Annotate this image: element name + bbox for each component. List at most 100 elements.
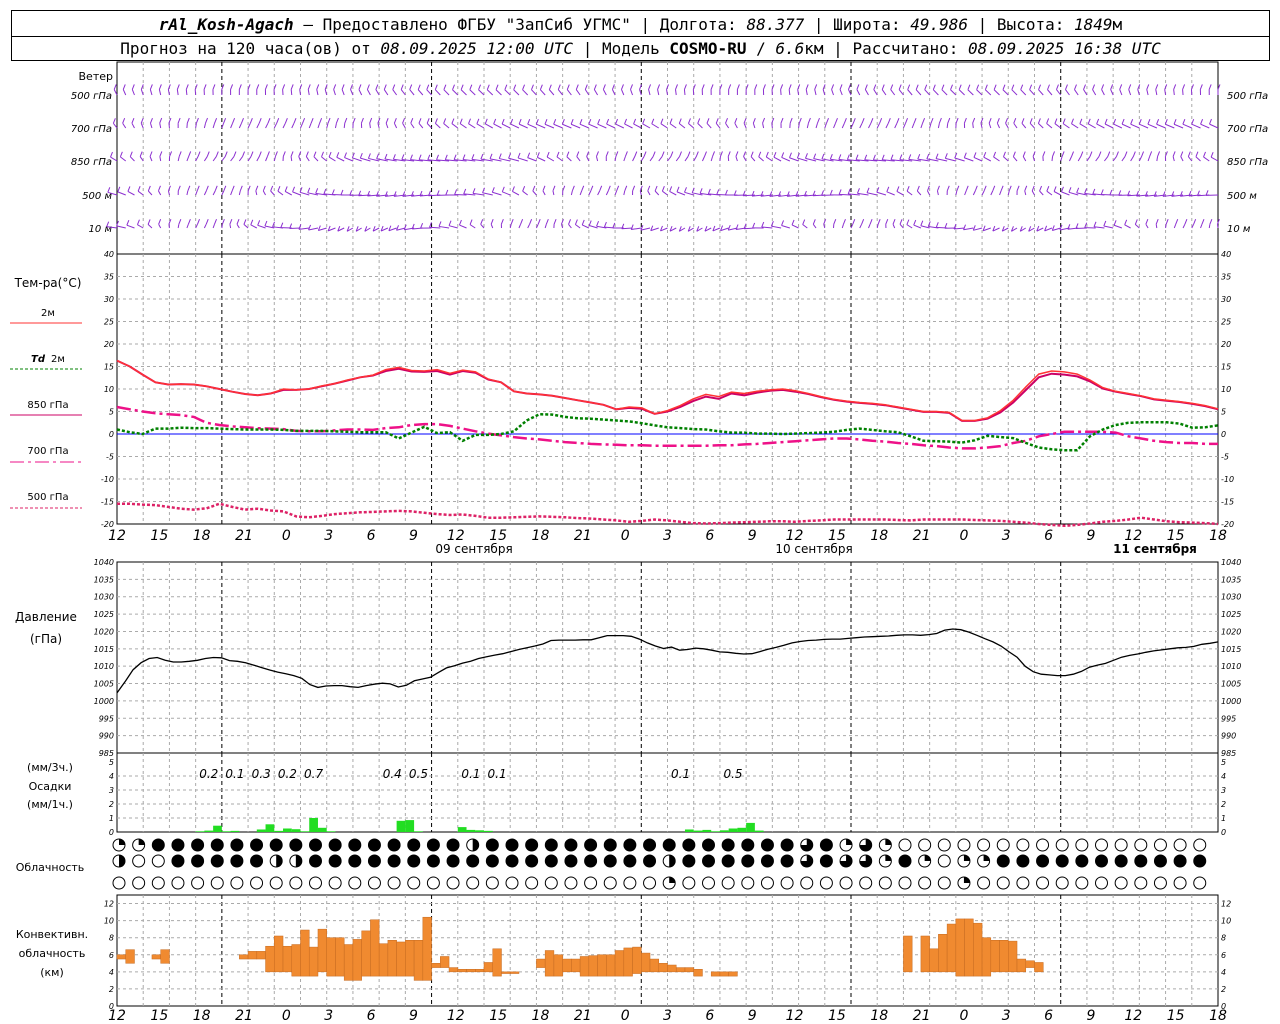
convective-bar <box>544 950 555 977</box>
wind-barb <box>1110 89 1114 96</box>
y-tick-label: 995 <box>1221 714 1236 723</box>
wind-barb-feather <box>158 84 162 90</box>
wind-barb <box>1195 156 1201 162</box>
convective-bar <box>1016 958 1027 973</box>
wind-barb-feather <box>734 118 738 124</box>
wind-barb <box>1121 156 1126 162</box>
wind-barb <box>1013 122 1018 129</box>
wind-barb-feather <box>1051 225 1055 231</box>
x-tick-label: 18 <box>870 528 888 544</box>
wind-barb <box>158 190 162 196</box>
wind-barb <box>660 227 668 232</box>
cloud-symbol <box>426 876 440 890</box>
wind-barb-feather <box>1016 185 1020 191</box>
wind-barb-feather <box>1173 84 1177 90</box>
wind-barb <box>544 123 555 129</box>
convective-bar <box>378 943 389 977</box>
wind-barb <box>230 156 235 162</box>
wind-barb <box>920 225 930 229</box>
y-tick-label: -20 <box>101 520 114 529</box>
wind-barb-feather <box>1124 219 1128 225</box>
wind-barb-feather <box>212 84 216 90</box>
wind-barb-feather <box>490 219 494 225</box>
wind-barb-feather <box>214 218 217 225</box>
convective-bar <box>710 971 721 977</box>
wind-barb-feather <box>584 84 588 90</box>
wind-barb <box>291 122 295 129</box>
precip-bar <box>728 828 738 832</box>
wind-barb <box>392 89 398 96</box>
wind-barb-feather <box>1191 84 1194 90</box>
wind-barb-feather <box>1039 185 1043 192</box>
cloud-symbol <box>760 838 774 852</box>
wind-barb-feather <box>126 220 130 226</box>
cloud-circle <box>387 876 401 890</box>
wind-barb-feather <box>428 190 431 196</box>
wind-barb <box>495 89 502 96</box>
wind-barb-feather <box>778 191 782 197</box>
wind-barb-feather <box>877 218 881 225</box>
wind-barb-feather <box>1145 219 1149 225</box>
convective-bar <box>247 951 258 960</box>
cloud-circle <box>898 876 912 890</box>
cloud-symbol <box>387 838 401 852</box>
wind-barb <box>913 224 922 229</box>
wind-barb-feather <box>349 190 353 196</box>
cloud-symbol <box>525 876 539 890</box>
wind-barb-feather <box>861 117 865 124</box>
wind-level-label: 700 гПа <box>71 124 112 135</box>
wind-barb <box>588 190 592 196</box>
wind-barb <box>1113 123 1123 129</box>
wind-barb-feather <box>579 119 583 125</box>
wind-barb-feather <box>489 153 493 160</box>
wind-barb-feather <box>947 117 951 124</box>
wind-barb <box>334 123 337 129</box>
legend-label-t700: 700 гПа <box>27 446 68 457</box>
wind-barb-feather <box>167 84 171 90</box>
wind-barb-feather <box>215 151 219 157</box>
wind-barb-feather <box>762 117 766 124</box>
wind-barb-feather <box>1103 220 1107 227</box>
wind-barb <box>1103 225 1114 229</box>
wind-barb-feather <box>683 84 687 90</box>
cloud-circle <box>485 854 499 868</box>
wind-barb-feather <box>719 84 723 90</box>
wind-barb-feather <box>231 185 235 192</box>
wind-barb-feather <box>615 118 619 125</box>
cloud-circle <box>171 854 185 868</box>
cloud-symbol <box>309 854 322 868</box>
wind-barb-feather <box>736 84 740 90</box>
wind-barb <box>1011 227 1018 232</box>
wind-barb <box>1216 224 1219 229</box>
wind-barb <box>289 227 301 230</box>
wind-barb <box>855 159 869 162</box>
y-tick-label: 4 <box>109 968 114 977</box>
wind-barb-feather <box>1012 151 1016 157</box>
wind-barb-feather <box>727 224 731 231</box>
convective-bar <box>501 971 511 974</box>
cloud-circle <box>878 876 892 890</box>
wind-barb <box>468 123 476 129</box>
wind-barb <box>719 156 721 162</box>
precip-bar <box>684 829 694 832</box>
wind-barb-feather <box>498 153 502 159</box>
y-tick-label: 1035 <box>94 575 114 584</box>
wind-barb <box>985 89 992 96</box>
wind-barb-feather <box>1068 187 1072 193</box>
wind-barb-feather <box>624 118 628 125</box>
wind-barb-feather <box>958 84 962 90</box>
wind-barb-feather <box>696 226 700 232</box>
wind-barb-feather <box>129 151 133 157</box>
wind-barb-feather <box>358 190 362 196</box>
wind-barb <box>706 122 712 129</box>
convective-bar <box>326 937 336 977</box>
cloud-circle <box>544 876 558 890</box>
cloud-circle <box>132 876 146 890</box>
cloud-fill <box>472 839 479 851</box>
wind-barb <box>490 223 494 229</box>
cloud-symbol <box>446 854 460 868</box>
x-tick-label: 6 <box>1044 528 1053 544</box>
wind-barb-feather <box>1141 151 1145 157</box>
wind-barb-feather <box>358 84 362 90</box>
wind-barb-feather <box>410 118 414 124</box>
